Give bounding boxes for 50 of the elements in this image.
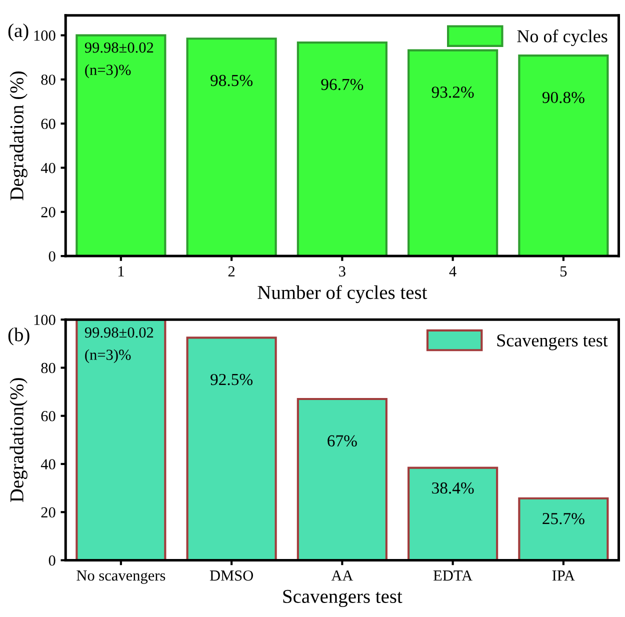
- bar: [76, 320, 166, 560]
- x-axis-title: Scavengers test: [283, 590, 402, 608]
- y-tick-label: 40: [40, 162, 56, 174]
- x-tick-label: AA: [331, 570, 354, 581]
- x-tick-label: IPA: [552, 570, 575, 581]
- data-label: 25.7%: [542, 512, 584, 524]
- y-tick-label: 100: [34, 314, 56, 326]
- x-tick-label: 1: [118, 266, 124, 276]
- y-tick-label: 40: [40, 459, 56, 470]
- x-tick-label: 2: [228, 266, 235, 276]
- bar: [296, 398, 388, 560]
- legend-label: Scavengers test: [497, 334, 608, 350]
- data-label: 93.2%: [432, 86, 474, 98]
- x-tick-label: 5: [560, 266, 567, 277]
- y-tick-label: 60: [41, 118, 56, 130]
- y-tick-label: 0: [48, 251, 56, 262]
- x-tick-label: EDTA: [434, 570, 472, 581]
- bar: [408, 466, 498, 560]
- bar: [186, 38, 277, 256]
- data-label: 99.98±0.02 (n=3)%: [84, 42, 154, 78]
- legend-label: No of cycles: [517, 29, 608, 46]
- y-tick-label: 100: [34, 30, 56, 41]
- text: (a): [8, 23, 28, 42]
- y-tick-label: 60: [41, 411, 56, 422]
- data-label: 92.5%: [210, 374, 253, 386]
- y-tick-label: 20: [41, 207, 56, 218]
- y-tick-label: 0: [48, 555, 56, 566]
- x-tick-label: 3: [339, 266, 346, 277]
- bar: [408, 49, 498, 256]
- data-label: 96.7%: [321, 78, 364, 90]
- x-tick-label: DMSO: [210, 570, 254, 581]
- bar: [518, 497, 609, 560]
- x-axis-title: Number of cycles test: [258, 285, 428, 304]
- bar: [76, 34, 166, 256]
- bar: [296, 42, 388, 256]
- data-label: 67%: [328, 435, 357, 447]
- data-label: 38.4%: [432, 482, 474, 494]
- data-label: 98.5%: [210, 74, 253, 86]
- data-label: 99.98±0.02 (n=3)%: [84, 327, 154, 364]
- bar: [518, 54, 609, 256]
- y-tick-label: 80: [41, 74, 56, 85]
- y-axis-title: Degradation (%): [10, 72, 28, 200]
- y-axis-title: Degradation(%): [10, 378, 28, 502]
- y-tick-label: 80: [41, 362, 56, 374]
- bar: [186, 336, 277, 560]
- data-label: 90.8%: [542, 92, 584, 104]
- text: (b): [8, 328, 30, 346]
- x-tick-label: No scavengers: [76, 570, 166, 584]
- x-tick-label: 4: [449, 266, 456, 276]
- y-tick-label: 20: [41, 507, 56, 518]
